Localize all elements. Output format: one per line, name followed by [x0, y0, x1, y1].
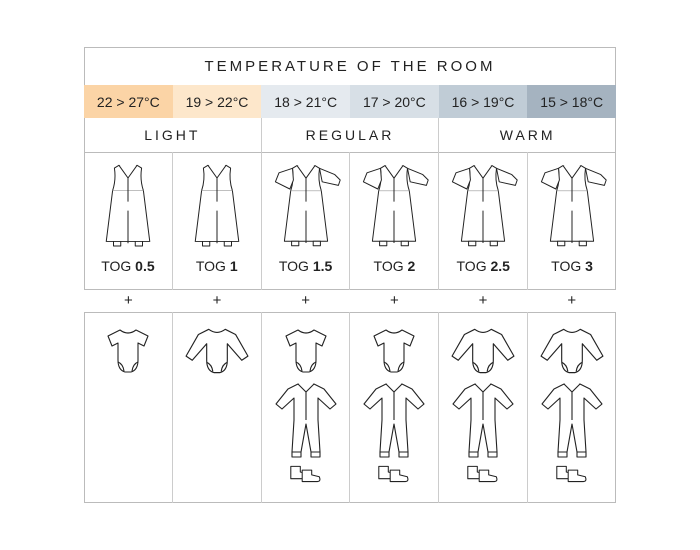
clothing-row: [84, 312, 616, 503]
clothing-cell: [171, 312, 261, 503]
plus-sign: +: [301, 292, 311, 309]
sleeping-bag-cell: TOG 1: [171, 152, 261, 290]
long-sleeve-bodysuit-icon: [450, 324, 516, 380]
category-row: LIGHT REGULAR WARM: [84, 118, 616, 153]
sleeping-bag-cell: TOG 2.5: [438, 152, 527, 290]
sleeping-bag-cell: TOG 2: [349, 152, 438, 290]
temperature-row: 22 > 27°C 19 > 22°C 18 > 21°C 17 > 20°C 16 >…: [84, 85, 617, 118]
plus-sign: +: [389, 292, 399, 309]
temperature-range: 22 > 27°C: [84, 85, 173, 118]
plus-sign: +: [567, 292, 577, 309]
sleeping-bag-cell: TOG 0.5: [84, 152, 172, 290]
category-light: LIGHT: [144, 127, 201, 143]
temperature-range: 18 > 21°C: [261, 85, 351, 118]
tog-label: TOG 2.5: [456, 258, 510, 274]
sleeping-bag-row: TOG 0.5 TOG 1 TOG 1.5 TOG 2 TOG 2.5 TOG …: [84, 152, 616, 290]
clothing-cell: [527, 312, 616, 503]
booties-icon: [375, 462, 413, 484]
sleeved-sleeping-bag-icon: [358, 158, 430, 256]
sleeved-sleeping-bag-icon: [536, 158, 608, 256]
chart-title: TEMPERATURE OF THE ROOM: [204, 57, 496, 75]
temperature-range: 16 > 19°C: [438, 85, 528, 118]
pyjama-icon: [362, 380, 426, 462]
short-sleeve-bodysuit-icon: [101, 324, 155, 380]
pyjama-icon: [274, 380, 338, 462]
long-sleeve-bodysuit-icon: [539, 324, 605, 380]
tog-label: TOG 1: [195, 258, 238, 274]
tog-label: TOG 2: [373, 258, 416, 274]
sleeping-bag-cell: TOG 3: [527, 152, 616, 290]
sleeved-sleeping-bag-icon: [270, 158, 342, 256]
tog-label: TOG 3: [551, 258, 593, 274]
plus-sign: +: [478, 292, 488, 309]
booties-icon: [553, 462, 591, 484]
temperature-range: 17 > 20°C: [350, 85, 439, 118]
clothing-cell: [438, 312, 527, 503]
plus-sign: +: [123, 292, 133, 309]
temperature-range: 19 > 22°C: [172, 85, 262, 118]
plus-row: + + + + + +: [84, 290, 616, 312]
short-sleeve-bodysuit-icon: [279, 324, 333, 380]
sleeveless-sleeping-bag-icon: [188, 158, 246, 256]
tog-label: TOG 0.5: [101, 258, 155, 274]
sleeping-bag-cell: TOG 1.5: [260, 152, 350, 290]
tog-label: TOG 1.5: [278, 258, 333, 274]
category-regular: REGULAR: [260, 118, 439, 152]
pyjama-icon: [540, 380, 604, 462]
plus-sign: +: [212, 292, 222, 309]
booties-icon: [287, 462, 325, 484]
short-sleeve-bodysuit-icon: [367, 324, 421, 380]
category-warm: WARM: [438, 118, 616, 152]
pyjama-icon: [451, 380, 515, 462]
sleeveless-sleeping-bag-icon: [99, 158, 157, 256]
booties-icon: [464, 462, 502, 484]
clothing-cell: [84, 312, 172, 503]
temperature-range: 15 > 18°C: [527, 85, 617, 118]
long-sleeve-bodysuit-icon: [184, 324, 250, 380]
clothing-cell: [349, 312, 438, 503]
sleeved-sleeping-bag-icon: [447, 158, 519, 256]
clothing-cell: [260, 312, 350, 503]
